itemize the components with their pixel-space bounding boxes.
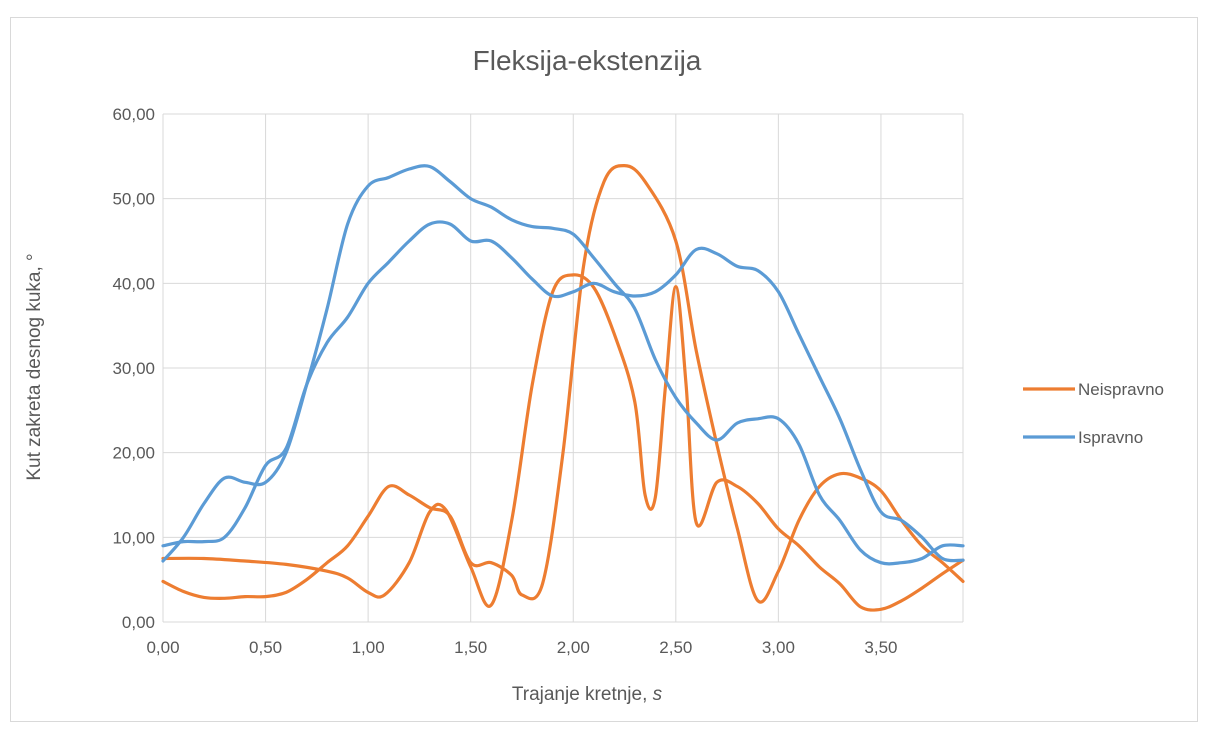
series-line-ispravno-3 [161, 220, 965, 563]
y-tick-label: 20,00 [112, 444, 155, 463]
x-tick-label: 0,50 [249, 638, 282, 657]
x-tick-label: 3,00 [762, 638, 795, 657]
x-tick-label: 2,50 [659, 638, 692, 657]
x-axis-label: Trajanje kretnje, s [512, 684, 663, 705]
y-tick-label: 10,00 [112, 528, 155, 547]
y-tick-label: 60,00 [112, 105, 155, 124]
y-axis-label: Kut zakreta desnog kuka, ° [24, 253, 45, 480]
x-tick-label: 1,00 [352, 638, 385, 657]
y-tick-labels: 0,00 10,00 20,00 30,00 40,00 50,00 60,00 [112, 105, 155, 632]
legend: Neispravno Ispravno [1023, 380, 1164, 447]
x-tick-label: 0,00 [146, 638, 179, 657]
series-line-neispravno-2 [161, 163, 965, 604]
series-layer [161, 163, 965, 612]
legend-label-ispravno: Ispravno [1078, 428, 1143, 447]
chart-frame [10, 17, 1198, 722]
grid-layer [162, 113, 964, 623]
x-tick-label: 3,50 [864, 638, 897, 657]
y-tick-label: 0,00 [122, 613, 155, 632]
series-line-ispravno-4 [161, 164, 965, 566]
x-tick-labels: 0,00 0,50 1,00 1,50 2,00 2,50 3,00 3,50 [146, 638, 897, 657]
chart-title: Fleksija-ekstenzija [473, 45, 702, 76]
y-tick-label: 50,00 [112, 190, 155, 209]
y-tick-label: 40,00 [112, 274, 155, 293]
x-tick-label: 1,50 [454, 638, 487, 657]
legend-label-neispravno: Neispravno [1078, 380, 1164, 399]
x-tick-label: 2,00 [557, 638, 590, 657]
series-line-neispravno-1 [161, 273, 965, 612]
y-tick-label: 30,00 [112, 359, 155, 378]
